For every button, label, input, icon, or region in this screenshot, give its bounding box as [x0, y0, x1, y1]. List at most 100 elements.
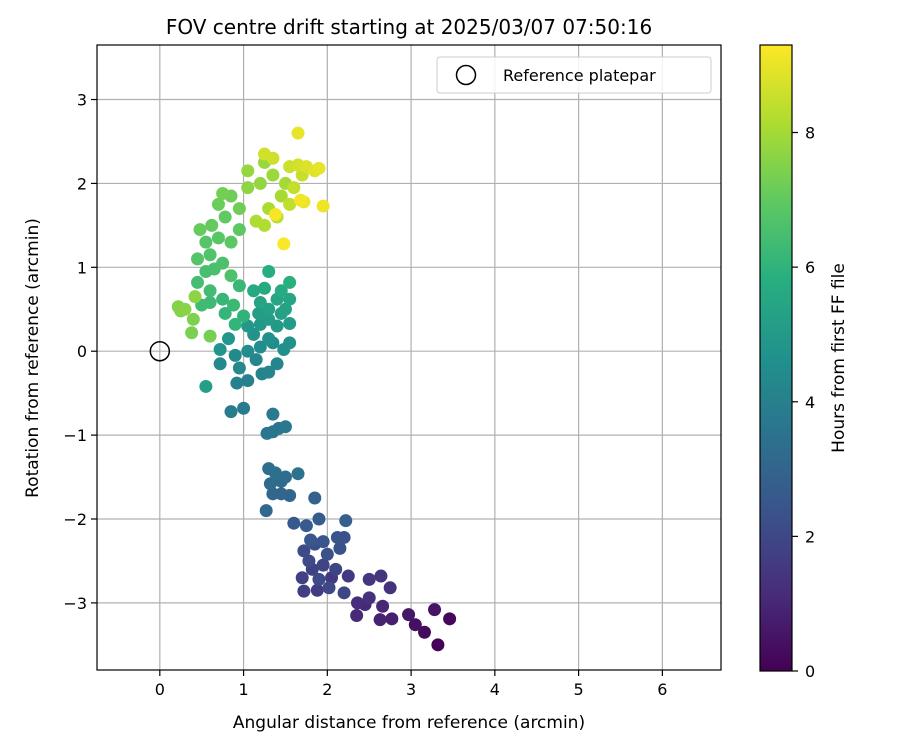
data-point: [278, 420, 292, 434]
colorbar-gradient: [759, 44, 793, 672]
data-point: [312, 512, 326, 526]
data-point: [203, 284, 217, 298]
data-point: [186, 312, 200, 326]
data-point: [191, 252, 205, 266]
data-point: [188, 290, 202, 304]
data-point: [228, 348, 242, 362]
data-point: [287, 181, 301, 195]
data-point: [274, 284, 288, 298]
data-points: [171, 126, 457, 652]
data-point: [218, 210, 232, 224]
data-point: [224, 235, 238, 249]
data-point: [224, 405, 238, 419]
data-point: [230, 376, 244, 390]
data-point: [330, 530, 344, 544]
data-point: [249, 353, 263, 367]
x-tick-label: 0: [155, 680, 165, 699]
data-point: [362, 572, 376, 586]
data-point: [385, 612, 399, 626]
data-point: [350, 608, 364, 622]
y-axis-ticks: −3 −2 −1 0 1 2 3: [63, 91, 97, 613]
data-point: [253, 176, 267, 190]
data-point: [203, 329, 217, 343]
data-point: [178, 302, 192, 316]
data-point: [310, 583, 324, 597]
data-point: [278, 470, 292, 484]
data-point: [291, 126, 305, 140]
data-point: [262, 365, 276, 379]
data-point: [205, 218, 219, 232]
data-point: [373, 613, 387, 627]
data-point: [253, 296, 267, 310]
data-point: [291, 467, 305, 481]
data-point: [316, 199, 330, 213]
data-point: [322, 581, 336, 595]
x-axis-ticks: 0 1 2 3 4 5 6: [155, 670, 667, 699]
data-point: [308, 491, 322, 505]
x-tick-label: 4: [490, 680, 500, 699]
data-point: [278, 302, 292, 316]
y-axis-label: Rotation from reference (arcmin): [23, 218, 43, 498]
data-point: [252, 306, 266, 320]
data-point: [232, 361, 246, 375]
data-point: [376, 599, 390, 613]
data-point: [339, 514, 353, 528]
y-tick-label: 0: [77, 342, 87, 361]
data-point: [316, 535, 330, 549]
x-tick-label: 1: [238, 680, 248, 699]
data-point: [260, 426, 274, 440]
data-point: [277, 237, 291, 251]
data-point: [283, 292, 297, 306]
colorbar-ticks: 0 2 4 6 8: [792, 124, 815, 681]
data-point: [262, 312, 276, 326]
data-point: [304, 533, 318, 547]
data-point: [283, 197, 297, 211]
y-tick-label: 3: [77, 91, 87, 110]
data-point: [203, 248, 217, 262]
data-point: [216, 186, 230, 200]
data-point: [341, 569, 355, 583]
data-point: [262, 265, 276, 279]
x-tick-label: 3: [406, 680, 416, 699]
data-point: [211, 197, 225, 211]
x-tick-label: 5: [574, 680, 584, 699]
data-point: [258, 281, 272, 295]
data-point: [224, 269, 238, 283]
y-tick-label: 1: [77, 258, 87, 277]
chart-title: FOV centre drift starting at 2025/03/07 …: [166, 15, 652, 39]
data-point: [216, 256, 230, 270]
data-point: [237, 309, 251, 323]
y-tick-label: −3: [63, 594, 87, 613]
data-point: [213, 343, 227, 357]
colorbar-tick-label: 6: [805, 258, 815, 277]
data-point: [302, 554, 316, 568]
data-point: [241, 319, 255, 333]
data-point: [258, 218, 272, 232]
legend: Reference platepar: [436, 56, 712, 94]
data-point: [262, 332, 276, 346]
x-axis-label: Angular distance from reference (arcmin): [233, 713, 585, 733]
data-point: [268, 466, 282, 480]
data-point: [408, 618, 422, 632]
data-point: [337, 586, 351, 600]
data-point: [227, 298, 241, 312]
colorbar: 0 2 4 6 8 Hours from first FF file: [759, 44, 849, 681]
data-point: [283, 317, 297, 331]
legend-box: [436, 56, 712, 94]
data-point: [193, 223, 207, 237]
data-point: [297, 584, 311, 598]
data-point: [383, 581, 397, 595]
data-point: [241, 344, 255, 358]
data-point: [283, 275, 297, 289]
data-point: [218, 306, 232, 320]
data-point: [431, 638, 445, 652]
data-point: [316, 558, 330, 572]
data-point: [312, 161, 326, 175]
data-point: [191, 275, 205, 289]
colorbar-tick-label: 8: [805, 124, 815, 143]
colorbar-tick-label: 2: [805, 527, 815, 546]
colorbar-tick-label: 0: [805, 662, 815, 681]
data-point: [213, 357, 227, 371]
data-point: [199, 379, 213, 393]
